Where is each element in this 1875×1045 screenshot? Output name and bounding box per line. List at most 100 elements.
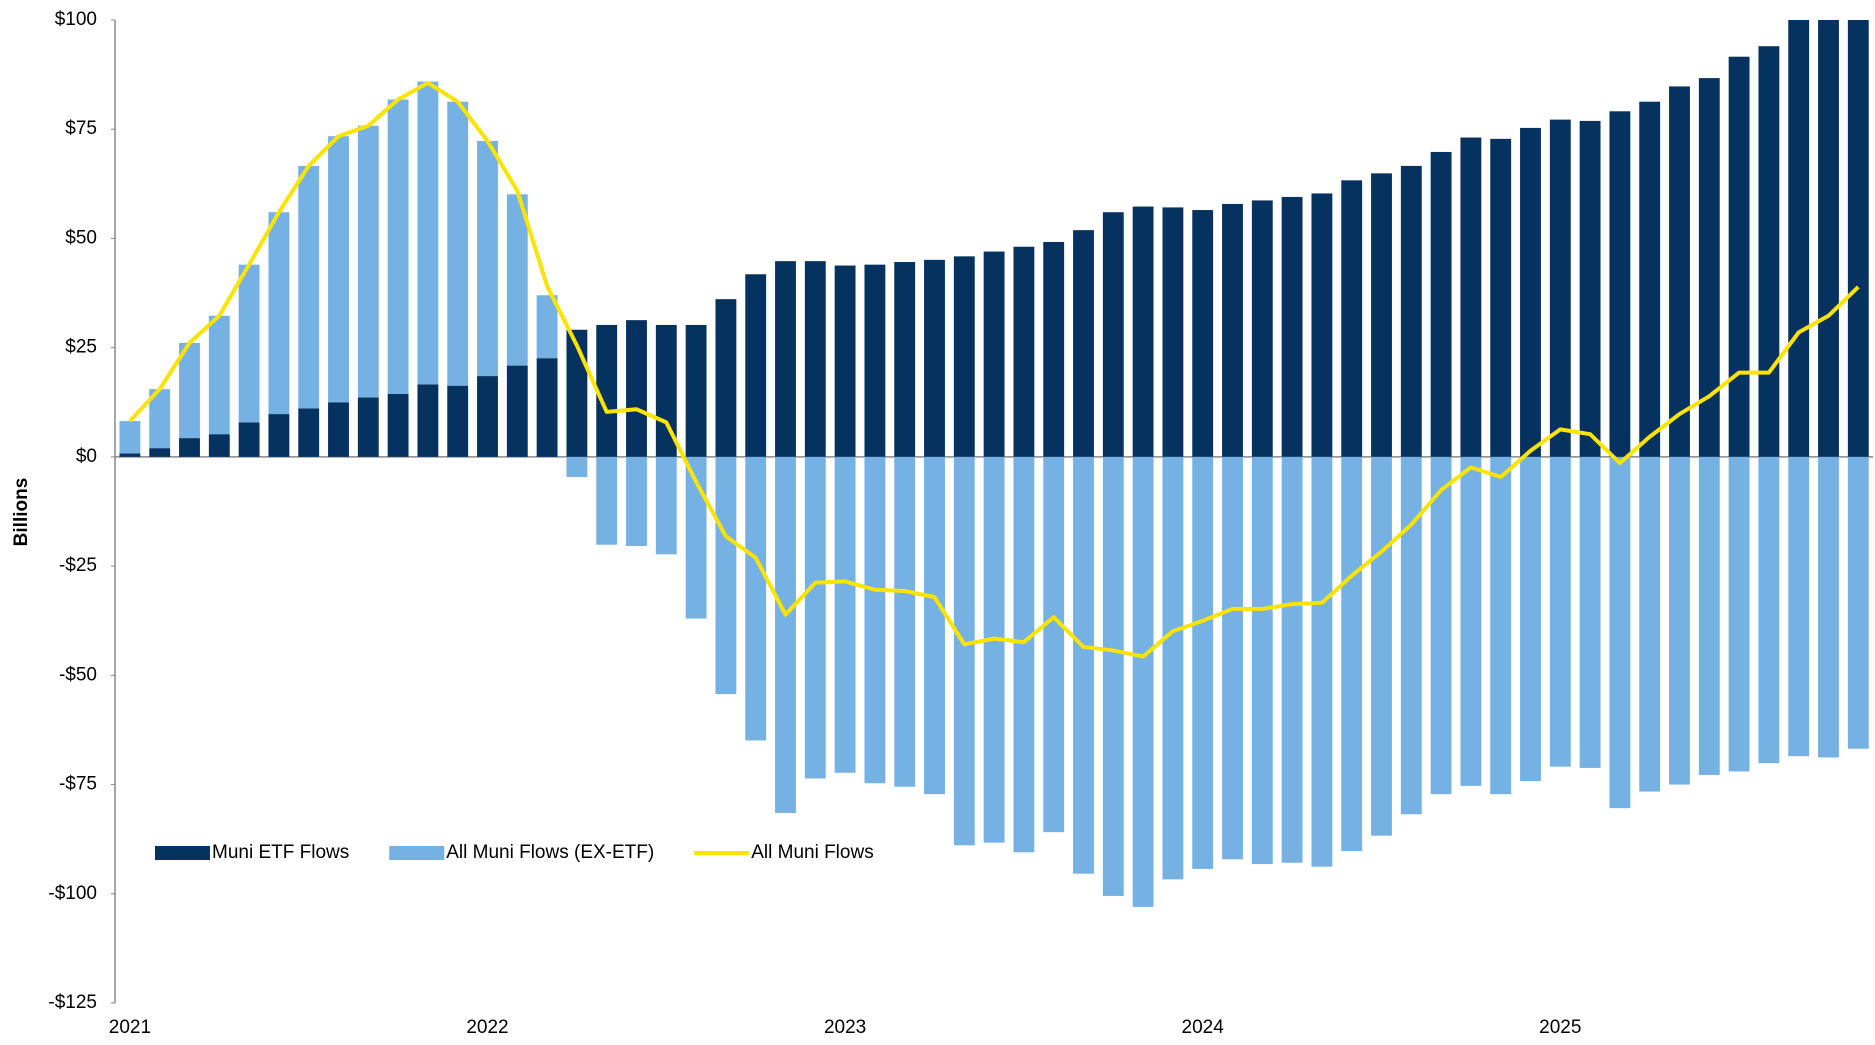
bar <box>1818 20 1839 457</box>
bar <box>745 456 767 741</box>
y-tick-label: $100 <box>55 9 97 30</box>
bar <box>685 324 707 457</box>
bar <box>238 264 260 423</box>
bar <box>834 265 856 457</box>
bar <box>447 385 469 457</box>
bar <box>1639 456 1661 792</box>
bar <box>804 261 826 457</box>
bar <box>119 421 141 454</box>
legend-swatch <box>389 846 445 860</box>
legend-swatch <box>155 846 210 860</box>
bar <box>1073 230 1094 457</box>
bar <box>119 453 141 457</box>
bar <box>1847 456 1869 749</box>
bar <box>1073 456 1094 874</box>
x-tick-label: 2023 <box>824 1017 866 1038</box>
bar <box>1192 456 1214 869</box>
bar <box>894 456 916 787</box>
bar <box>357 397 379 457</box>
y-tick-label: -$50 <box>59 664 97 685</box>
bar <box>477 141 498 377</box>
bar <box>328 402 349 457</box>
bar <box>1251 456 1273 865</box>
bar <box>417 384 439 457</box>
bar <box>655 324 677 457</box>
bar <box>1222 203 1243 457</box>
bar <box>1490 138 1512 457</box>
bar <box>626 320 647 457</box>
y-tick-label: -$75 <box>59 774 97 795</box>
bar <box>536 295 558 359</box>
bar <box>1520 456 1541 782</box>
bar <box>1430 456 1452 795</box>
bar <box>1162 207 1184 457</box>
bar <box>208 315 230 435</box>
bar <box>387 393 409 457</box>
bar <box>775 456 796 813</box>
bar <box>1132 456 1154 907</box>
bar <box>298 408 320 457</box>
bar <box>1460 137 1482 457</box>
plot-area <box>119 20 1869 907</box>
bar <box>1430 151 1452 457</box>
bar <box>1371 173 1392 457</box>
bar <box>1728 56 1750 457</box>
bar <box>1400 165 1422 457</box>
bar <box>1669 456 1690 785</box>
bar <box>1311 193 1333 457</box>
bar <box>149 389 171 449</box>
bar <box>149 448 171 457</box>
y-tick-label: -$100 <box>48 883 97 904</box>
bar <box>1192 210 1214 457</box>
bar <box>1549 119 1571 457</box>
bar <box>834 456 856 773</box>
bar <box>924 456 945 795</box>
bar <box>1639 101 1661 457</box>
bar <box>745 274 767 457</box>
line <box>128 80 1860 659</box>
bar <box>983 251 1005 457</box>
bar <box>1788 20 1810 457</box>
bar <box>1281 456 1303 863</box>
bar <box>715 456 737 695</box>
bar <box>1728 456 1750 772</box>
bar <box>626 456 647 547</box>
bar <box>1460 456 1482 786</box>
bar <box>864 456 886 784</box>
bar <box>1371 456 1392 836</box>
bar <box>268 212 290 415</box>
y-tick-label: $25 <box>65 337 97 358</box>
bar <box>864 264 886 457</box>
y-tick-label: $75 <box>65 118 97 139</box>
bar <box>506 194 528 366</box>
bar <box>1669 86 1690 457</box>
bar <box>1698 456 1720 775</box>
bar <box>208 434 230 457</box>
bar <box>983 456 1005 843</box>
bar <box>804 456 826 779</box>
bar <box>1222 456 1243 860</box>
bar <box>596 456 618 545</box>
bar <box>328 136 349 403</box>
bar <box>1609 111 1631 457</box>
bar <box>1847 20 1869 457</box>
bar <box>1341 180 1363 457</box>
legend-label: All Muni Flows <box>751 842 873 863</box>
y-tick-label: $50 <box>65 227 97 248</box>
bar <box>953 456 975 846</box>
bar <box>417 81 439 385</box>
bar <box>1520 127 1541 457</box>
bar <box>1758 46 1780 457</box>
bar <box>1490 456 1512 795</box>
bar <box>298 165 320 409</box>
bar <box>179 342 200 439</box>
x-tick-label: 2024 <box>1182 1017 1225 1038</box>
bar <box>1698 78 1720 457</box>
bar <box>357 125 379 398</box>
x-tick-label: 2022 <box>466 1017 508 1038</box>
x-tick-label: 2021 <box>109 1017 151 1038</box>
bar <box>715 299 737 457</box>
bar <box>1132 206 1154 457</box>
bar <box>1102 212 1124 457</box>
